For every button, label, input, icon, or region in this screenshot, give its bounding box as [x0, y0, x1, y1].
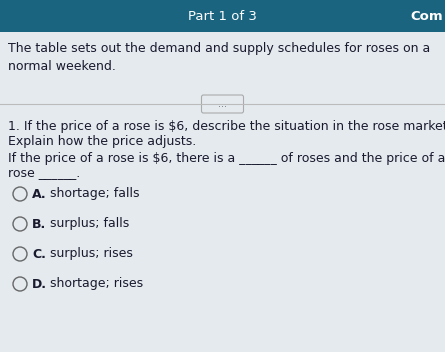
Text: ...: ... [218, 99, 227, 109]
Text: shortage; falls: shortage; falls [50, 188, 139, 201]
Text: Explain how the price adjusts.: Explain how the price adjusts. [8, 135, 196, 148]
Text: D.: D. [32, 277, 47, 290]
Text: A.: A. [32, 188, 47, 201]
Text: B.: B. [32, 218, 46, 231]
Text: Com: Com [410, 10, 443, 23]
Text: 1. If the price of a rose is $6, describe the situation in the rose market.: 1. If the price of a rose is $6, describ… [8, 120, 445, 133]
Text: surplus; rises: surplus; rises [50, 247, 133, 260]
Text: Part 1 of 3: Part 1 of 3 [188, 10, 257, 23]
Text: C.: C. [32, 247, 46, 260]
Text: If the price of a rose is $6, there is a ______ of roses and the price of a: If the price of a rose is $6, there is a… [8, 152, 445, 165]
FancyBboxPatch shape [0, 0, 445, 32]
Text: surplus; falls: surplus; falls [50, 218, 129, 231]
Text: shortage; rises: shortage; rises [50, 277, 143, 290]
FancyBboxPatch shape [202, 95, 243, 113]
Text: rose ______.: rose ______. [8, 167, 80, 180]
Text: The table sets out the demand and supply schedules for roses on a
normal weekend: The table sets out the demand and supply… [8, 42, 430, 73]
